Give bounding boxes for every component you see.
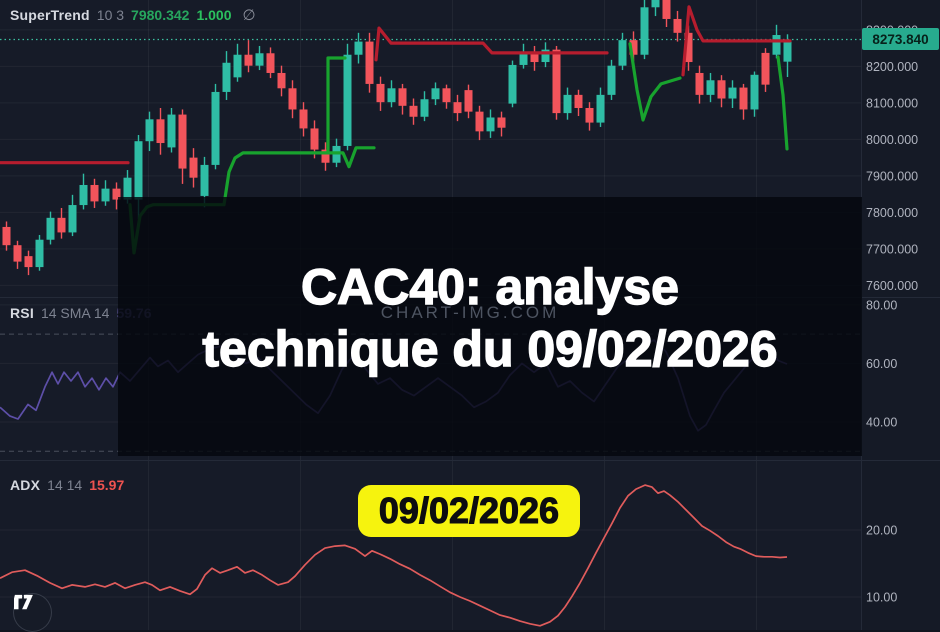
watermark: CHART-IMG.COM (380, 303, 560, 322)
last-price-badge[interactable]: 8273.840 (862, 28, 939, 50)
supertrend-value: 7980.342 (131, 7, 190, 23)
svg-text:7700.000: 7700.000 (866, 242, 918, 256)
eye-slash-icon[interactable]: ∅ (242, 7, 256, 24)
svg-text:20.00: 20.00 (866, 523, 897, 537)
svg-text:60.00: 60.00 (866, 357, 897, 371)
tradingview-logo-icon (14, 594, 33, 610)
adx-value: 15.97 (89, 477, 125, 493)
svg-text:80.00: 80.00 (866, 298, 897, 312)
svg-text:8400.000: 8400.000 (866, 0, 918, 1)
svg-text:7800.000: 7800.000 (866, 206, 918, 220)
rsi-label: RSI (10, 305, 34, 321)
svg-text:8200.000: 8200.000 (866, 60, 918, 74)
page-title-line1: CAC40: analyse (300, 258, 679, 315)
supertrend-params: 10 3 (96, 7, 125, 23)
page-title-line2: technique du 09/02/2026 (202, 320, 779, 377)
svg-text:10.00: 10.00 (866, 590, 897, 604)
title-overlay-panel (118, 197, 862, 456)
supertrend-signal: 1.000 (196, 7, 232, 23)
svg-text:40.00: 40.00 (866, 415, 897, 429)
rsi-params: 14 SMA 14 (40, 305, 110, 321)
adx-label: ADX (10, 477, 41, 493)
legend-adx[interactable]: ADX 14 14 15.97 (10, 477, 124, 493)
supertrend-label: SuperTrend (10, 7, 90, 23)
svg-text:7900.000: 7900.000 (866, 169, 918, 183)
tradingview-logo[interactable] (13, 593, 52, 632)
adx-params: 14 14 (47, 477, 83, 493)
svg-text:8100.000: 8100.000 (866, 96, 918, 110)
date-badge: 09/02/2026 (358, 485, 580, 537)
svg-text:8000.000: 8000.000 (866, 133, 918, 147)
svg-text:7600.000: 7600.000 (866, 279, 918, 293)
legend-supertrend[interactable]: SuperTrend 10 3 7980.342 1.000 ∅ (10, 6, 256, 24)
